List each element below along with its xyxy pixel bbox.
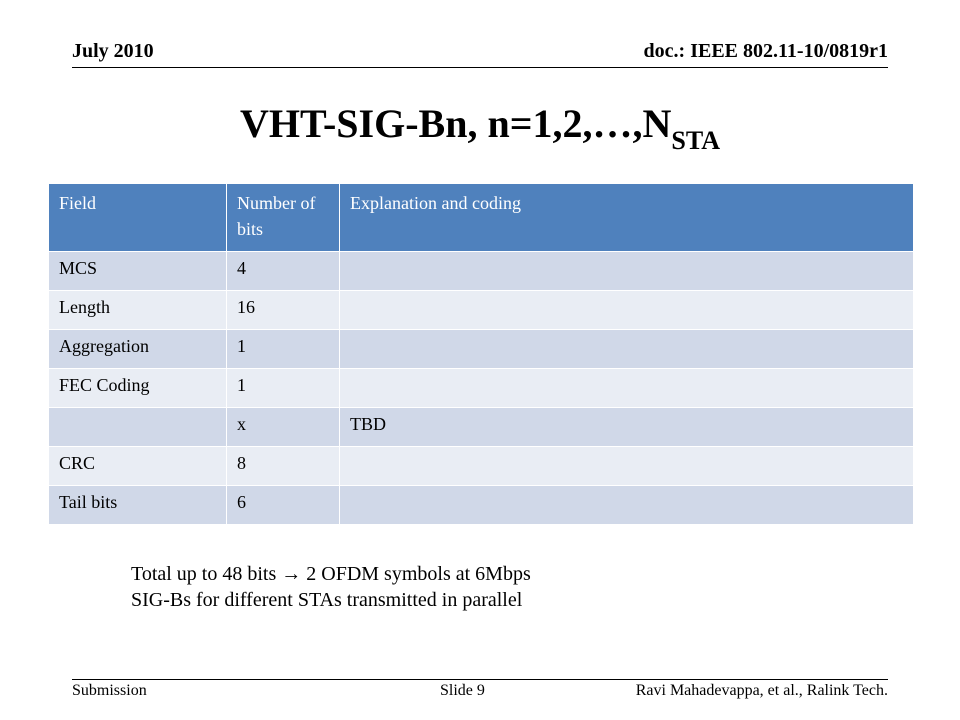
footer-rule <box>72 679 888 680</box>
footer-authors: Ravi Mahadevappa, et al., Ralink Tech. <box>635 682 888 699</box>
slide-title: VHT-SIG-Bn, n=1,2,…,NSTA <box>0 100 960 155</box>
header-rule <box>72 67 888 68</box>
cell-field: Aggregation <box>48 329 227 369</box>
table-row: CRC 8 <box>48 446 914 486</box>
slide-title-subscript: STA <box>671 126 721 155</box>
footer-slide-number: Slide 9 <box>440 682 485 699</box>
table-row: Aggregation 1 <box>48 329 914 369</box>
table-row: MCS 4 <box>48 251 914 291</box>
slide-title-main: VHT-SIG-Bn, n=1,2,…,N <box>239 101 672 146</box>
cell-bits: 8 <box>226 446 340 486</box>
cell-explanation <box>339 446 914 486</box>
header-cell-bits: Number of bits <box>226 183 340 252</box>
note-line-bits: Total up to 48 bits → 2 OFDM symbols at … <box>131 563 531 585</box>
note-line-parallel: SIG-Bs for different STAs transmitted in… <box>131 589 523 611</box>
header-date: July 2010 <box>72 40 154 62</box>
table-row: Length 16 <box>48 290 914 330</box>
cell-bits: 1 <box>226 368 340 408</box>
table-row: FEC Coding 1 <box>48 368 914 408</box>
cell-field <box>48 407 227 447</box>
cell-explanation <box>339 485 914 525</box>
cell-explanation <box>339 329 914 369</box>
slide-notes: Total up to 48 bits → 2 OFDM symbols at … <box>131 561 531 613</box>
cell-explanation <box>339 290 914 330</box>
footer-submission: Submission <box>72 682 147 699</box>
cell-explanation: TBD <box>339 407 914 447</box>
cell-field: CRC <box>48 446 227 486</box>
cell-bits: 1 <box>226 329 340 369</box>
header-cell-field: Field <box>48 183 227 252</box>
cell-bits: 16 <box>226 290 340 330</box>
cell-bits: x <box>226 407 340 447</box>
header-cell-explanation: Explanation and coding <box>339 183 914 252</box>
cell-explanation <box>339 251 914 291</box>
cell-field: MCS <box>48 251 227 291</box>
cell-field: Length <box>48 290 227 330</box>
table-header-row: Field Number of bits Explanation and cod… <box>48 183 914 252</box>
table-row: Tail bits 6 <box>48 485 914 525</box>
cell-field: Tail bits <box>48 485 227 525</box>
cell-bits: 4 <box>226 251 340 291</box>
sig-field-table: Field Number of bits Explanation and cod… <box>48 183 914 525</box>
cell-field: FEC Coding <box>48 368 227 408</box>
cell-bits: 6 <box>226 485 340 525</box>
cell-explanation <box>339 368 914 408</box>
header-doc-id: doc.: IEEE 802.11-10/0819r1 <box>643 40 888 62</box>
table-row: x TBD <box>48 407 914 447</box>
